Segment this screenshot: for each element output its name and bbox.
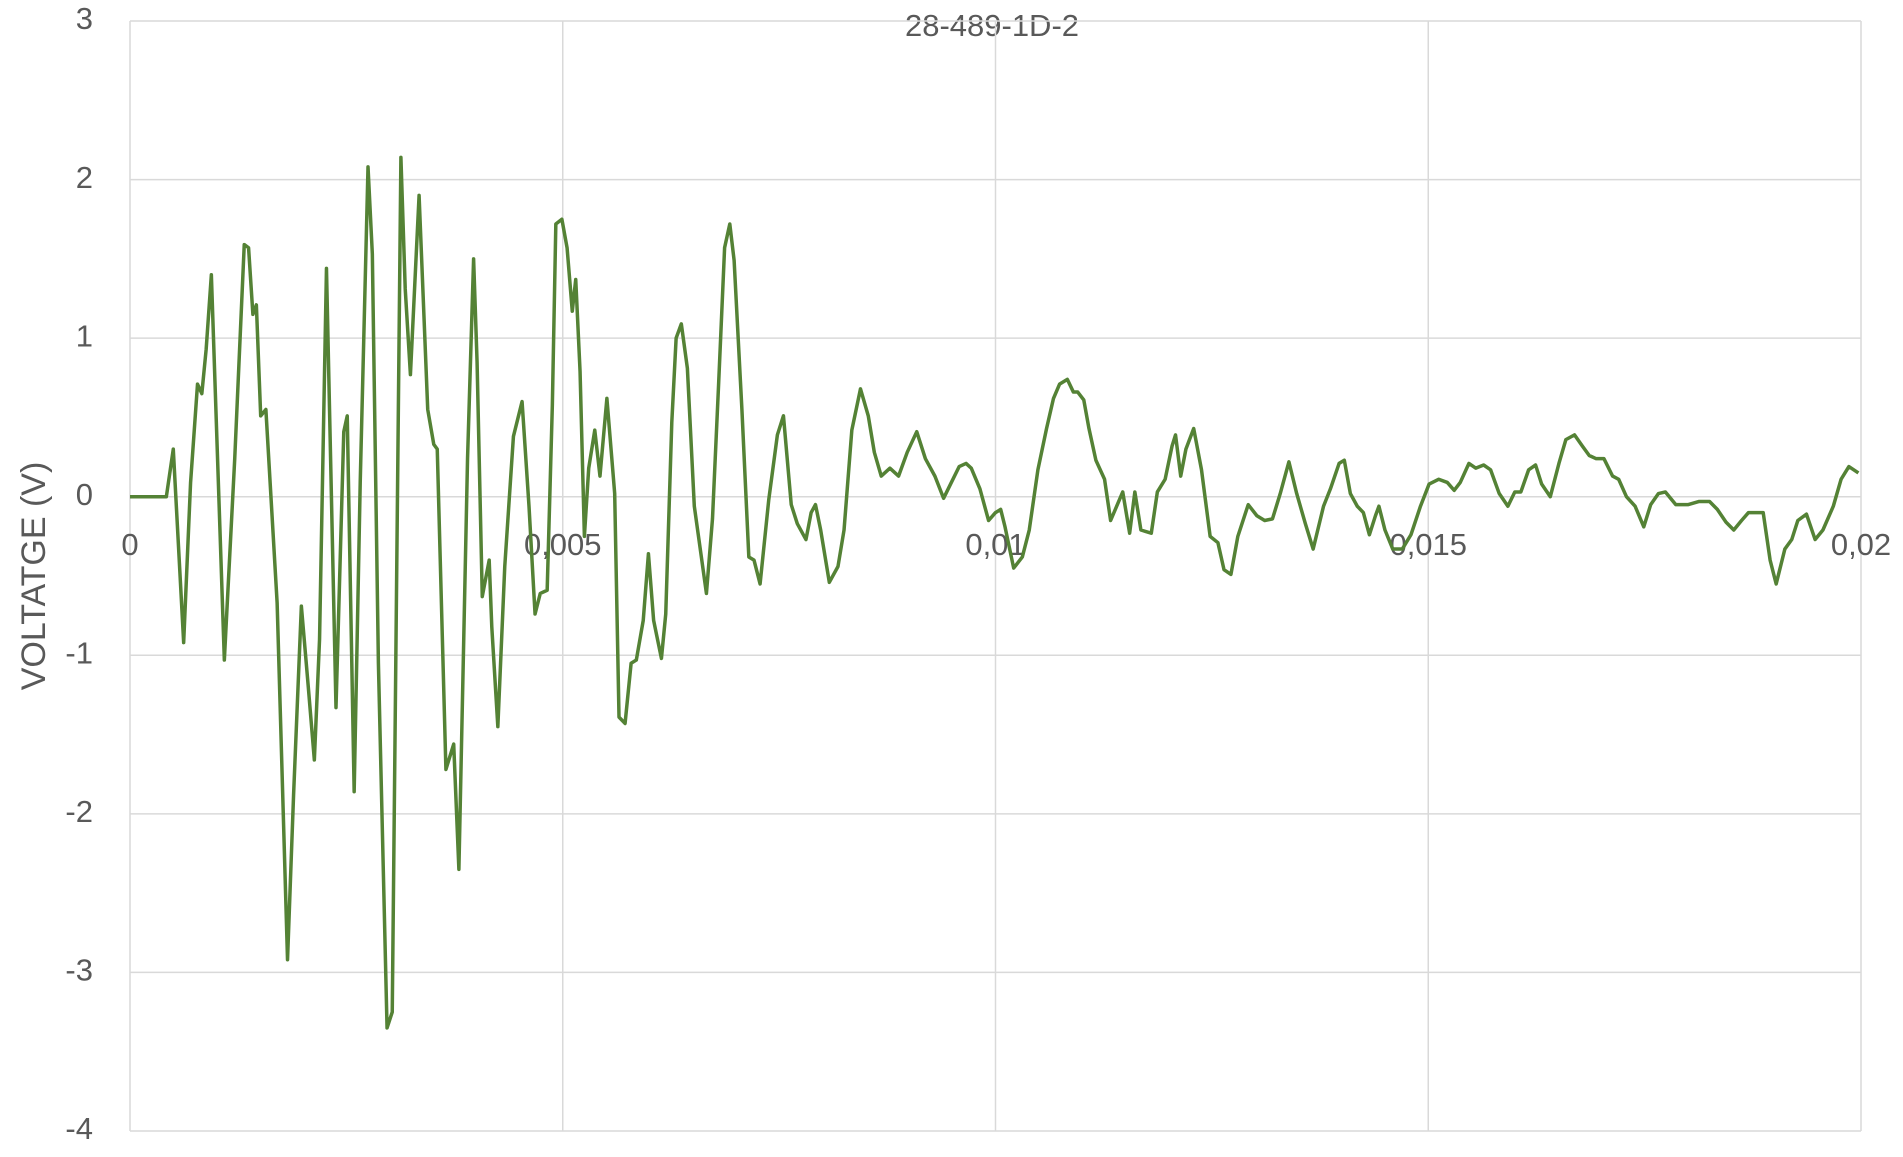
- y-tick-label: 1: [76, 318, 93, 353]
- y-tick-label: -4: [65, 1111, 93, 1146]
- x-tick-label: 0,015: [1389, 527, 1467, 562]
- y-axis-label: VOLTATGE (V): [15, 462, 53, 691]
- x-tick-label: 0: [121, 527, 138, 562]
- x-tick-label: 0,005: [524, 527, 602, 562]
- y-tick-label: -1: [65, 635, 93, 670]
- y-tick-label: 0: [76, 477, 93, 512]
- data-line: [130, 155, 1860, 1030]
- y-tick-label: -3: [65, 953, 93, 988]
- y-tick-label: -2: [65, 794, 93, 829]
- y-tick-label: 3: [76, 1, 93, 36]
- chart-title: 28-489-1D-2: [905, 8, 1079, 43]
- y-tick-label: 2: [76, 160, 93, 195]
- x-tick-label: 0,02: [1831, 527, 1891, 562]
- x-tick-label: 0,01: [965, 527, 1025, 562]
